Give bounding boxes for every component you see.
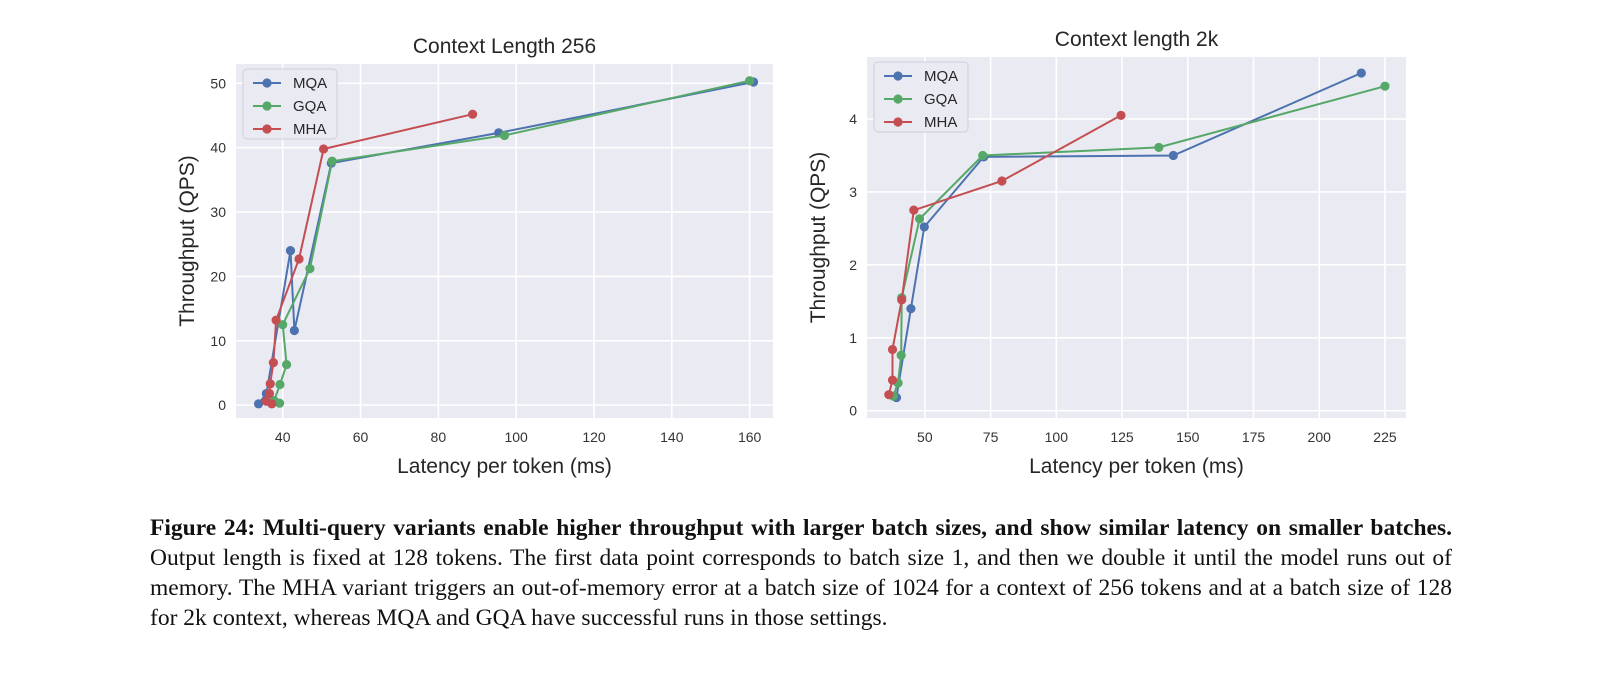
legend-marker-gqa bbox=[893, 94, 903, 104]
data-point-mha bbox=[897, 295, 907, 305]
data-point-gqa bbox=[1380, 81, 1390, 91]
x-tick-label: 80 bbox=[431, 429, 447, 445]
y-tick-label: 4 bbox=[849, 111, 857, 127]
data-point-mha bbox=[318, 144, 329, 154]
legend-label-mha: MHA bbox=[293, 121, 326, 138]
series-line-gqa bbox=[892, 85, 1386, 397]
data-point-mha bbox=[884, 390, 894, 400]
grid-lines bbox=[867, 57, 1406, 418]
series-gqa bbox=[888, 81, 1390, 401]
data-point-mqa bbox=[285, 246, 296, 256]
chart-title: Context Length 256 bbox=[413, 35, 596, 58]
legend-marker-gqa bbox=[262, 101, 272, 111]
data-point-mqa bbox=[1168, 150, 1178, 161]
caption-bold-text: Multi-query variants enable higher throu… bbox=[262, 515, 1452, 541]
legend-label-mqa: MQA bbox=[293, 75, 327, 92]
data-point-mqa bbox=[1356, 68, 1366, 78]
x-tick-label: 100 bbox=[1045, 429, 1069, 445]
y-tick-label: 40 bbox=[210, 140, 226, 156]
data-point-mqa bbox=[919, 222, 929, 232]
chart-context-256: 40 60 80 100 120 140 160 0 10 20 30 40 50 Context Le… bbox=[176, 35, 773, 478]
data-point-gqa bbox=[1154, 142, 1164, 153]
y-tick-label: 30 bbox=[210, 204, 226, 220]
data-point-mha bbox=[909, 205, 919, 215]
data-point-mha bbox=[887, 344, 898, 355]
data-point-mha bbox=[268, 358, 278, 368]
series-mha bbox=[884, 110, 1126, 400]
legend-label-gqa: GQA bbox=[924, 91, 957, 108]
data-point-gqa bbox=[745, 76, 755, 86]
data-point-mha bbox=[467, 109, 478, 119]
data-point-gqa bbox=[896, 350, 906, 360]
x-tick-label: 60 bbox=[353, 429, 369, 445]
legend-marker-mha bbox=[893, 117, 903, 127]
data-point-gqa bbox=[914, 214, 925, 224]
data-point-mha bbox=[265, 379, 275, 389]
data-point-gqa bbox=[278, 320, 288, 330]
chart-title: Context length 2k bbox=[1055, 28, 1219, 51]
series-layer bbox=[253, 76, 759, 409]
data-point-mha bbox=[997, 176, 1007, 186]
x-tick-label: 50 bbox=[917, 429, 933, 445]
data-point-mha bbox=[887, 375, 898, 385]
y-tick-label: 50 bbox=[210, 75, 226, 91]
series-line-mqa bbox=[895, 72, 1362, 398]
x-tick-label: 125 bbox=[1110, 429, 1134, 445]
y-tick-label: 3 bbox=[849, 184, 857, 200]
chart-context-2k: 50 75 100 125 150 175 200 225 0 1 2 3 4 Context leng… bbox=[807, 28, 1406, 478]
data-point-mha bbox=[261, 396, 271, 406]
x-tick-label: 40 bbox=[275, 429, 291, 445]
x-axis-label: Latency per token (ms) bbox=[397, 455, 612, 478]
legend: MQA GQA MHA bbox=[242, 68, 338, 140]
legend-marker-mha bbox=[262, 124, 272, 134]
y-tick-label: 2 bbox=[849, 257, 857, 273]
legend-marker-mqa bbox=[893, 71, 903, 81]
legend-label-mqa: MQA bbox=[924, 68, 958, 85]
x-tick-label: 160 bbox=[738, 429, 762, 445]
y-tick-label: 0 bbox=[849, 403, 857, 419]
series-mha bbox=[261, 109, 478, 409]
x-tick-label: 140 bbox=[660, 429, 684, 445]
x-tick-label: 100 bbox=[504, 429, 528, 445]
y-axis-label: Throughput (QPS) bbox=[807, 152, 830, 324]
tick-labels: 50 75 100 125 150 175 200 225 0 1 2 3 4 bbox=[849, 111, 1397, 445]
data-point-gqa bbox=[978, 150, 988, 161]
data-point-gqa bbox=[327, 156, 337, 166]
x-axis-label: Latency per token (ms) bbox=[1029, 455, 1244, 478]
data-point-mqa bbox=[253, 399, 264, 409]
data-point-mha bbox=[294, 254, 304, 264]
data-point-gqa bbox=[275, 379, 285, 390]
caption-body-text: Output length is fixed at 128 tokens. Th… bbox=[150, 545, 1452, 631]
y-tick-label: 1 bbox=[849, 330, 857, 346]
legend-marker-mqa bbox=[262, 78, 272, 88]
series-layer bbox=[884, 68, 1390, 403]
legend-label-mha: MHA bbox=[924, 114, 957, 131]
y-tick-label: 10 bbox=[210, 333, 226, 349]
data-point-mha bbox=[264, 388, 275, 399]
legend: MQA GQA MHA bbox=[873, 61, 969, 133]
data-point-mqa bbox=[906, 304, 916, 314]
y-tick-label: 0 bbox=[218, 397, 226, 413]
series-gqa bbox=[269, 76, 755, 408]
data-point-mqa bbox=[289, 325, 299, 336]
figure-caption: Figure 24: Multi-query variants enable h… bbox=[150, 513, 1452, 633]
caption-label: Figure 24: bbox=[150, 515, 256, 541]
data-point-mha bbox=[271, 315, 281, 325]
x-tick-label: 150 bbox=[1176, 429, 1200, 445]
data-point-gqa bbox=[281, 359, 292, 370]
y-tick-label: 20 bbox=[210, 268, 226, 284]
x-tick-label: 225 bbox=[1373, 429, 1397, 445]
x-tick-label: 200 bbox=[1308, 429, 1332, 445]
data-point-gqa bbox=[499, 130, 510, 141]
tick-labels: 40 60 80 100 120 140 160 0 10 20 30 40 50 bbox=[210, 75, 761, 445]
x-tick-label: 120 bbox=[582, 429, 606, 445]
y-axis-label: Throughput (QPS) bbox=[176, 155, 199, 327]
data-point-gqa bbox=[305, 264, 315, 274]
legend-label-gqa: GQA bbox=[293, 98, 326, 115]
x-tick-label: 75 bbox=[983, 429, 999, 445]
x-tick-label: 175 bbox=[1242, 429, 1266, 445]
data-point-mha bbox=[1116, 110, 1126, 120]
